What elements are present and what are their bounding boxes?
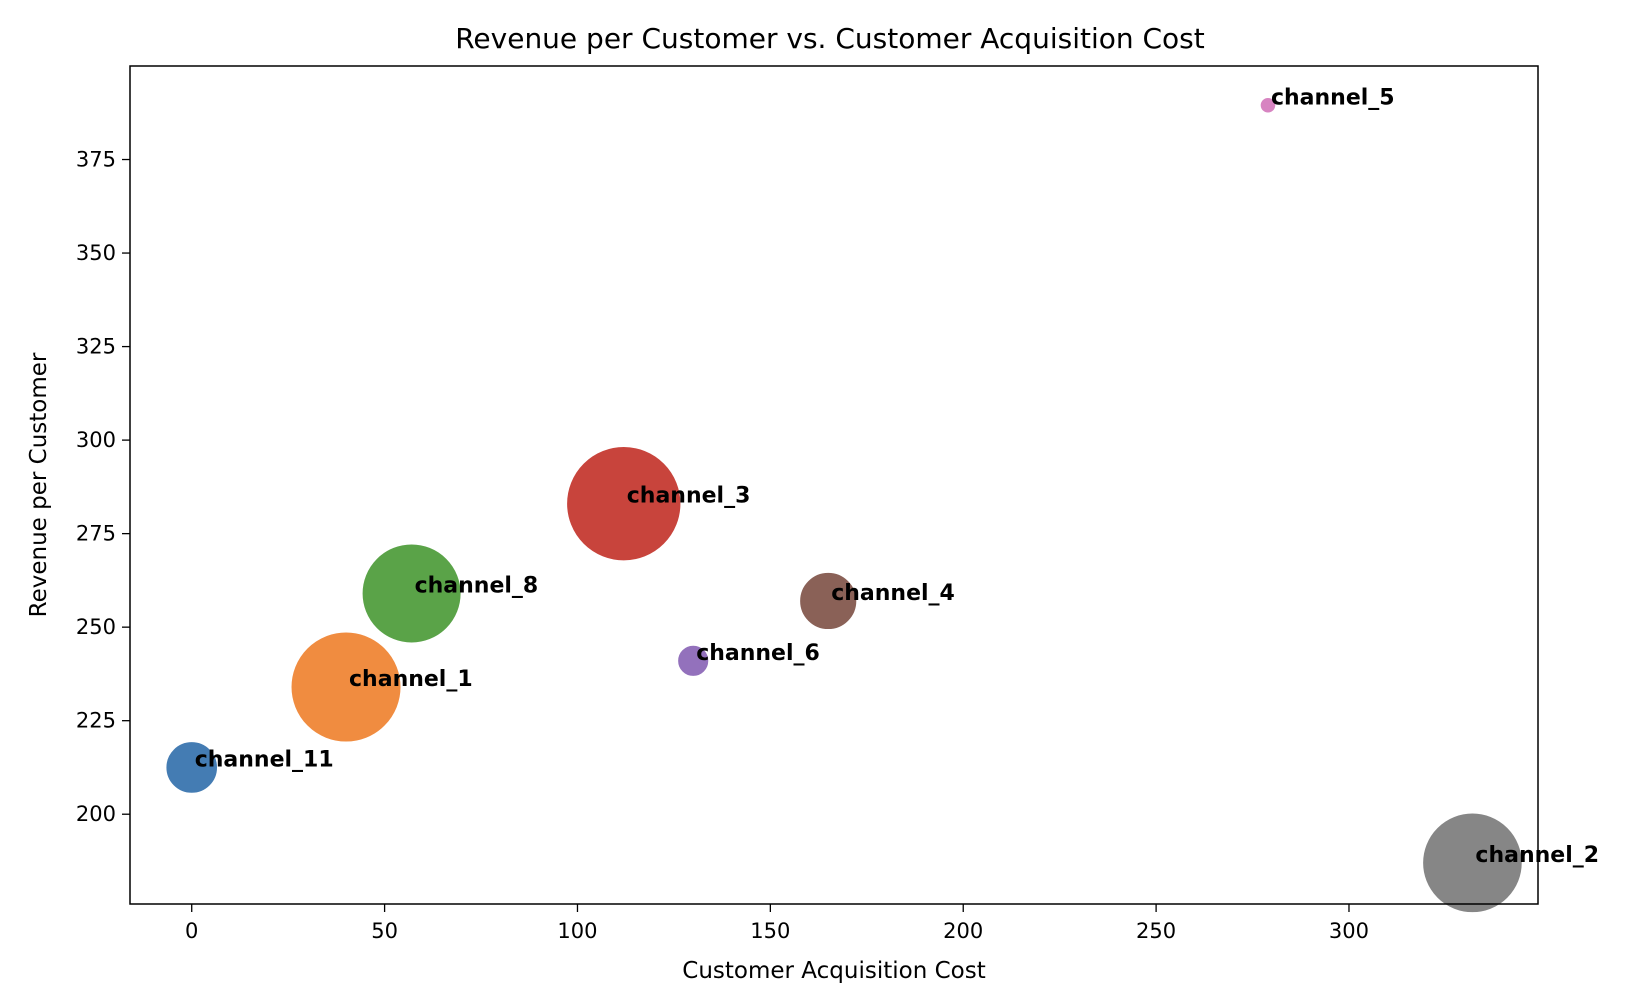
point-label-channel_5: channel_5 xyxy=(1271,85,1395,110)
bubble-channel_2 xyxy=(1422,812,1523,914)
x-tick-label: 150 xyxy=(750,919,790,943)
x-tick-label: 100 xyxy=(557,919,597,943)
x-tick-label: 200 xyxy=(943,919,983,943)
x-tick-label: 50 xyxy=(371,919,398,943)
y-tick-label: 250 xyxy=(76,615,116,639)
y-tick-label: 200 xyxy=(76,802,116,826)
y-tick-label: 275 xyxy=(76,522,116,546)
point-label-channel_11: channel_11 xyxy=(195,747,334,772)
x-axis-ticks: 0 50 100 150 200 250 300 xyxy=(185,904,1369,943)
point-label-channel_8: channel_8 xyxy=(415,573,539,598)
y-tick-label: 375 xyxy=(76,148,116,172)
point-label-channel_3: channel_3 xyxy=(627,484,751,509)
bubble-channel_4 xyxy=(799,571,858,631)
y-axis-ticks: 200 225 250 275 300 325 350 375 xyxy=(76,148,130,826)
point-label-channel_4: channel_4 xyxy=(831,581,955,606)
point-labels-layer: channel_11channel_1channel_8channel_3cha… xyxy=(195,85,1599,868)
bubble-channel_5 xyxy=(1259,97,1277,114)
points-layer xyxy=(165,97,1523,914)
bubble-channel_8 xyxy=(361,543,462,644)
point-label-channel_6: channel_6 xyxy=(696,641,820,666)
x-tick-label: 0 xyxy=(185,919,198,943)
plot-frame xyxy=(129,65,1539,905)
bubble-channel_6 xyxy=(677,644,710,677)
x-tick-label: 300 xyxy=(1329,919,1369,943)
bubble-channel_1 xyxy=(290,631,402,743)
chart-title: Revenue per Customer vs. Customer Acquis… xyxy=(455,22,1205,55)
x-axis-label: Customer Acquisition Cost xyxy=(682,958,985,984)
y-tick-label: 300 xyxy=(76,428,116,452)
y-tick-label: 225 xyxy=(76,709,116,733)
point-label-channel_1: channel_1 xyxy=(349,667,473,692)
x-tick-label: 250 xyxy=(1136,919,1176,943)
y-axis-label: Revenue per Customer xyxy=(26,352,52,617)
y-tick-label: 325 xyxy=(76,335,116,359)
bubble-channel_3 xyxy=(566,446,682,562)
y-tick-label: 350 xyxy=(76,241,116,265)
bubble-channel_11 xyxy=(165,741,219,794)
